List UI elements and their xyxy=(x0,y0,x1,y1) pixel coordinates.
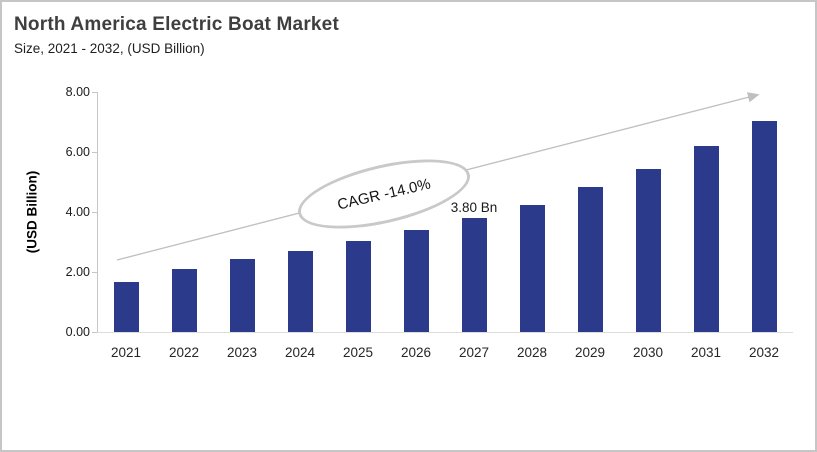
x-tick-label: 2024 xyxy=(284,345,316,360)
y-tick-label: 4.00 xyxy=(65,205,90,219)
bar xyxy=(635,168,661,332)
bar-slot: 2023 xyxy=(213,92,271,360)
x-tick-label: 2028 xyxy=(516,345,548,360)
chart-header: North America Electric Boat Market Size,… xyxy=(14,14,339,56)
x-tick-label: 2026 xyxy=(400,345,432,360)
bar xyxy=(519,204,545,332)
y-tick-mark xyxy=(92,152,97,153)
bar xyxy=(751,121,777,332)
x-tick-label: 2025 xyxy=(342,345,374,360)
bar xyxy=(577,187,603,332)
x-tick-label: 2032 xyxy=(748,345,780,360)
bar-slot: 2031 xyxy=(677,92,735,360)
chart-title: North America Electric Boat Market xyxy=(14,14,339,35)
x-tick-label: 2021 xyxy=(110,345,142,360)
x-tick-label: 2031 xyxy=(690,345,722,360)
bar-slot: 2029 xyxy=(561,92,619,360)
y-tick-mark xyxy=(92,212,97,213)
x-tick-label: 2029 xyxy=(574,345,606,360)
bar xyxy=(229,258,255,332)
y-tick-mark xyxy=(92,272,97,273)
bar xyxy=(113,281,139,332)
bar-slot: 2021 xyxy=(97,92,155,360)
y-tick-label: 8.00 xyxy=(65,85,90,99)
bar xyxy=(345,241,371,332)
bar xyxy=(171,269,197,332)
x-tick-label: 2023 xyxy=(226,345,258,360)
x-tick-label: 2030 xyxy=(632,345,664,360)
y-tick-label: 6.00 xyxy=(65,145,90,159)
y-tick-mark xyxy=(92,92,97,93)
bar xyxy=(693,146,719,332)
bar-slot: 2028 xyxy=(503,92,561,360)
bar xyxy=(287,251,313,332)
bar-slot: 2024 xyxy=(271,92,329,360)
bar-slot: 3.80 Bn 2027 xyxy=(445,92,503,360)
bar xyxy=(461,218,487,332)
y-tick-mark xyxy=(92,332,97,333)
x-tick-label: 2022 xyxy=(168,345,200,360)
bar-slot: 2032 xyxy=(735,92,793,360)
y-tick-label: 0.00 xyxy=(65,325,90,339)
bar-slot: 2022 xyxy=(155,92,213,360)
y-tick-label: 2.00 xyxy=(65,265,90,279)
plot-area: 2021 2022 2023 2024 2025 2026 3.80 Bn 2027 2028 2… xyxy=(97,92,793,360)
bar xyxy=(403,230,429,332)
x-tick-label: 2027 xyxy=(458,345,490,360)
bar-data-label: 3.80 Bn xyxy=(450,200,498,215)
bar-slot: 2030 xyxy=(619,92,677,360)
chart-subtitle: Size, 2021 - 2032, (USD Billion) xyxy=(14,41,205,56)
y-axis-line xyxy=(97,92,98,333)
cagr-label: CAGR -14.0% xyxy=(335,175,433,213)
x-axis-line xyxy=(97,332,793,333)
